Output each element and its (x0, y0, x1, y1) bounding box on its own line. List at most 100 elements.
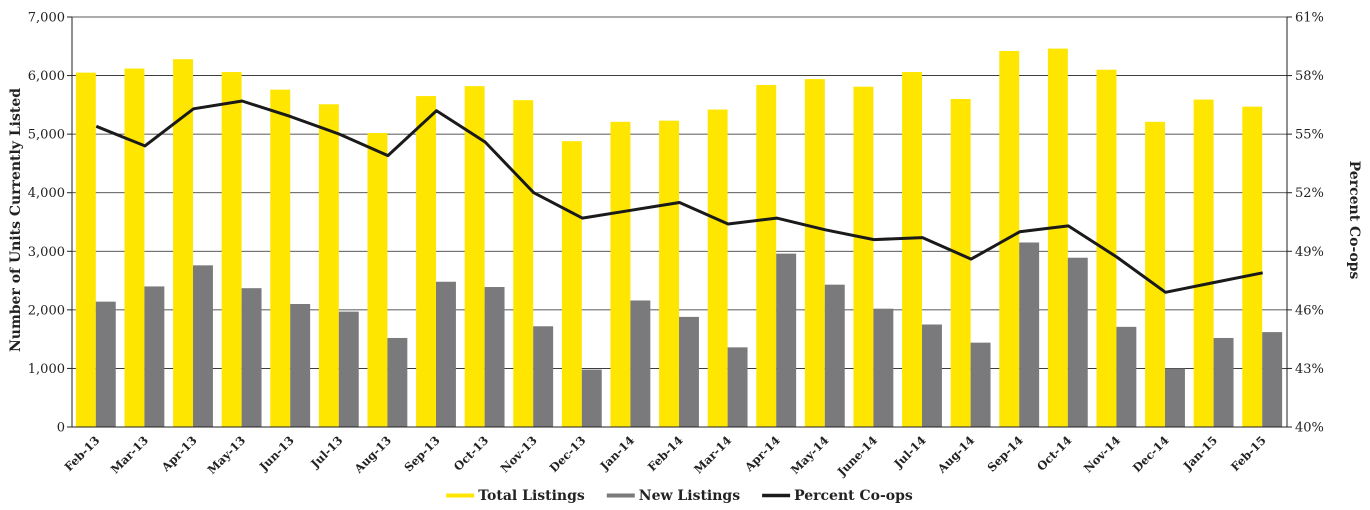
y2-tick-label: 40% (1295, 421, 1324, 436)
new-listings-bar (436, 281, 456, 427)
x-tick-label: Feb-13 (62, 433, 103, 474)
x-tick-label: Mar-14 (691, 433, 734, 476)
total-listings-bar (1193, 99, 1214, 427)
total-listings-bar (318, 104, 339, 428)
y2-tick-label: 43% (1295, 362, 1324, 377)
x-tick-label: Jan-15 (1180, 433, 1220, 473)
new-listings-bar (193, 265, 213, 427)
y-tick-label: 0 (57, 421, 65, 436)
y-tick-label: 5,000 (28, 128, 65, 143)
new-listings-bar (630, 300, 651, 427)
bars (75, 48, 1283, 428)
new-listings-bar (1262, 332, 1283, 427)
y-tick-label: 2,000 (28, 303, 65, 318)
y2-tick-label: 55% (1295, 128, 1324, 143)
total-listings-bar (1145, 121, 1166, 427)
x-tick-label: Nov-14 (1081, 433, 1123, 475)
total-listings-bar (75, 72, 96, 428)
legend-label-total-listings: Total Listings (478, 488, 585, 504)
total-listings-bar (756, 84, 777, 427)
new-listings-bar (484, 287, 505, 427)
y-tick-label: 4,000 (28, 186, 65, 201)
new-listings-bar (290, 304, 311, 427)
x-tick-label: Nov-13 (498, 433, 540, 475)
axes (67, 16, 1292, 428)
x-tick-label: Sep-14 (984, 433, 1025, 474)
total-listings-bar (1096, 69, 1117, 427)
new-listings-bar (679, 316, 699, 427)
new-listings-bar (873, 308, 894, 427)
x-tick-label: Oct-14 (1034, 433, 1074, 473)
total-listings-bar (610, 121, 631, 427)
total-listings-bar (659, 120, 680, 428)
new-listings-bar (970, 342, 991, 427)
new-listings-bar (1067, 257, 1088, 427)
x-tick-label: Oct-13 (451, 433, 491, 473)
x-tick-label: Feb-14 (645, 433, 686, 474)
total-listings-bar (1047, 48, 1068, 427)
x-tick-label: Jun-13 (256, 433, 297, 474)
x-tick-label: Jul-14 (890, 433, 928, 471)
x-tick-label: Feb-15 (1228, 433, 1269, 474)
y2-tick-label: 58% (1295, 69, 1324, 84)
y2-tick-label: 46% (1295, 303, 1324, 318)
total-listings-bar (416, 96, 437, 428)
new-listings-bar (727, 347, 748, 427)
new-listings-bar (824, 284, 845, 427)
total-listings-bar (707, 109, 728, 428)
new-listings-bar (387, 337, 408, 427)
new-listings-bar (581, 369, 602, 427)
legend-label-percent-co-ops: Percent Co-ops (794, 488, 913, 504)
y2-tick-label: 52% (1295, 186, 1324, 201)
total-listings-bar (804, 79, 825, 427)
total-listings-bar (902, 72, 923, 428)
new-listings-bar (533, 326, 554, 427)
total-listings-bar (367, 132, 388, 427)
total-listings-bar (561, 141, 582, 427)
new-listings-bar (1213, 337, 1234, 427)
y-tick-label: 3,000 (28, 245, 65, 260)
x-tick-label: May-14 (788, 433, 832, 477)
legend-label-new-listings: New Listings (639, 488, 740, 504)
total-listings-bar (173, 59, 194, 428)
new-listings-bar (241, 288, 262, 427)
total-listings-bar (853, 86, 874, 427)
y-tick-label: 1,000 (28, 362, 65, 377)
x-tick-label: May-13 (205, 433, 249, 477)
x-tick-label: Dec-13 (547, 433, 589, 475)
x-tick-label: Sep-13 (401, 433, 442, 474)
new-listings-bar (1019, 242, 1040, 427)
x-tick-label: Jul-13 (307, 433, 345, 471)
x-tick-label: Apr-14 (741, 433, 783, 475)
x-tick-label: Aug-13 (351, 433, 394, 476)
new-listings-bar (776, 253, 797, 427)
legend: Total Listings New Listings Percent Co-ops (446, 488, 913, 504)
total-listings-bar (124, 68, 145, 428)
total-listings-bar (464, 86, 485, 427)
y2-tick-label: 49% (1295, 245, 1324, 260)
new-listings-bar (1165, 368, 1185, 427)
percent-co-ops-line (95, 99, 1263, 294)
total-listings-bar (513, 100, 534, 428)
new-listings-bar (1116, 326, 1137, 427)
y-tick-label: 6,000 (28, 69, 65, 84)
total-listings-bar (221, 72, 242, 428)
x-tick-label: Aug-14 (934, 433, 977, 476)
x-tick-label: June-14 (834, 433, 880, 479)
y-tick-label: 7,000 (28, 11, 65, 26)
y-axis-title: Number of Units Currently Listed (8, 88, 24, 352)
y2-tick-label: 61% (1295, 11, 1324, 26)
new-listings-bar (338, 311, 359, 427)
new-listings-bar (144, 286, 165, 427)
x-tick-label: Dec-14 (1130, 433, 1172, 475)
x-tick-label: Apr-13 (158, 433, 200, 475)
x-tick-label: Jan-14 (597, 433, 637, 473)
y2-axis-title: Percent Co-ops (1346, 161, 1362, 280)
new-listings-bar (95, 301, 116, 427)
x-tick-label: Mar-13 (108, 433, 151, 476)
total-listings-bar (1242, 106, 1263, 427)
new-listings-bar (922, 324, 942, 427)
line-series (95, 99, 1263, 294)
